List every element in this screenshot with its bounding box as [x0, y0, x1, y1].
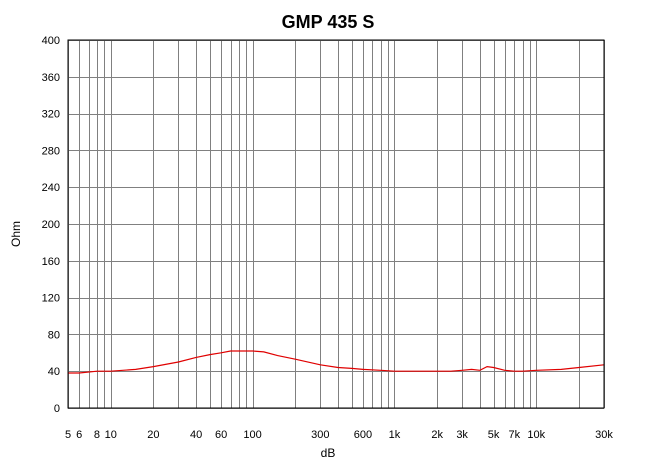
x-tick-label: 7k: [509, 429, 521, 441]
x-tick-label: 5k: [488, 429, 500, 441]
series-layer: [68, 350, 605, 374]
x-tick-label: 1k: [389, 429, 401, 441]
x-tick-label: 2k: [431, 429, 443, 441]
y-tick-label: 360: [42, 72, 60, 84]
x-tick-label: 100: [243, 429, 261, 441]
y-tick-label: 240: [42, 182, 60, 194]
x-tick-label: 600: [354, 429, 372, 441]
y-tick-label: 200: [42, 219, 60, 231]
x-tick-label: 30k: [595, 429, 613, 441]
x-tick-label: 5: [65, 429, 71, 441]
y-tick-label: 0: [54, 403, 60, 415]
y-tick-label: 80: [48, 329, 60, 341]
plot-frame: [67, 39, 605, 409]
x-tick-label: 10: [105, 429, 117, 441]
y-tick-label: 120: [42, 293, 60, 305]
y-tick-label: 320: [42, 109, 60, 121]
x-tick-label: 8: [94, 429, 100, 441]
x-tick-label: 40: [190, 429, 202, 441]
x-tick-labels: 5 6 8 10 20 40 60 100 300 600 1k 2k 3k 5k 7k 10k 30k: [65, 429, 613, 441]
grid-lines: [68, 40, 605, 409]
y-tick-label: 280: [42, 145, 60, 157]
y-tick-label: 40: [48, 366, 60, 378]
impedance-line: [68, 350, 605, 374]
y-tick-labels: 0 40 80 120 160 200 240 280 320 360 400: [42, 35, 60, 415]
x-tick-label: 3k: [456, 429, 468, 441]
x-tick-label: 20: [147, 429, 159, 441]
x-tick-label: 300: [311, 429, 329, 441]
chart-title: GMP 435 S: [282, 12, 375, 32]
y-tick-label: 400: [42, 35, 60, 47]
y-axis-label: Ohm: [9, 221, 23, 247]
x-tick-label: 10k: [527, 429, 545, 441]
x-tick-label: 60: [215, 429, 227, 441]
y-tick-label: 160: [42, 256, 60, 268]
x-tick-label: 6: [76, 429, 82, 441]
x-axis-label: dB: [321, 446, 336, 460]
